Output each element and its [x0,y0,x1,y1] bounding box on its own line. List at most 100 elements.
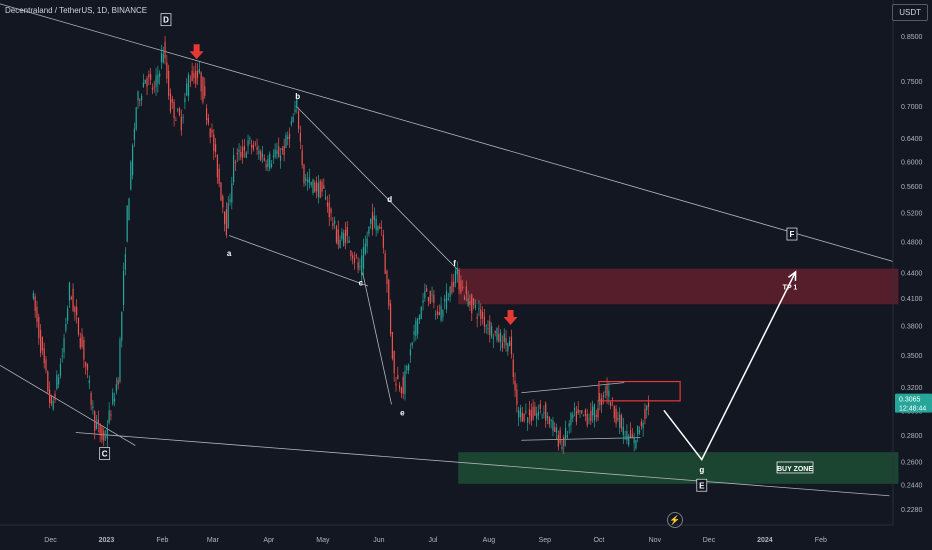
candle-body [436,311,439,315]
candle-body [182,117,184,118]
candle-body [462,287,464,289]
candle-body [256,146,258,150]
candle-body [45,359,47,371]
zone-label: BUY ZONE [777,466,813,473]
candle-body [177,109,179,111]
candle-body [47,371,49,392]
candle-body [559,430,561,444]
candle-body [281,148,283,150]
candle-body [124,253,126,270]
candle-body [350,250,352,256]
candle-body [106,428,108,439]
candle-body [142,82,145,88]
candle-body [229,199,231,202]
candle-body [496,328,498,341]
candle-body [301,150,303,165]
candle-body [353,257,356,263]
candle-body [267,158,269,167]
candle-body [548,417,550,425]
candle-body [294,109,296,112]
candle-body [233,154,235,183]
candle-body [310,182,312,185]
x-tick-label: Oct [593,537,604,544]
candle-body [81,334,83,347]
candle-body [647,402,650,407]
last-price-tag [895,393,932,413]
candle-body [90,392,92,405]
candle-body [635,439,637,449]
candle-body [379,226,381,229]
candle-body [628,435,630,445]
candle-body [583,414,585,416]
candle-body [68,282,71,301]
candle-body [487,327,489,329]
candle-body [597,407,599,418]
candle-body [339,239,341,249]
candle-body [541,414,543,416]
candle-body [492,337,495,339]
candle-body [525,411,527,413]
down-arrow-icon [503,309,518,325]
candle-body [393,350,395,374]
candle-body [557,434,559,447]
candle-body [249,138,251,140]
candle-body [449,286,451,297]
candle-body [472,298,475,305]
candle-body [306,179,309,183]
candle-body [626,431,628,441]
candle-body [633,437,635,444]
chart-title: Decentraland / TetherUS, 1D, BINANCE [5,6,148,15]
candle-body [622,426,624,436]
zone-label: TP 1 [783,284,798,291]
candles [32,36,650,455]
candle-body [521,412,523,422]
candle-body [483,316,485,327]
y-tick-label: 0.6400 [901,136,923,143]
candle-body [346,227,348,236]
wave-label-box [99,447,111,460]
candle-body [380,227,383,229]
candle-body [254,143,256,145]
candle-body [279,155,282,161]
candle-body [442,309,444,318]
zone-rect [458,268,899,305]
candle-body [400,388,403,394]
candle-body [234,162,237,163]
x-tick-label: Nov [649,537,662,544]
candle-body [95,422,98,430]
candle-body [426,288,428,292]
candle-body [581,410,583,414]
candle-body [451,281,453,293]
wave-label-box [696,478,708,492]
candle-body [577,409,579,414]
candle-body [337,229,339,245]
candle-body [173,101,175,119]
candle-body [238,149,240,152]
candle-body [117,379,119,385]
candle-body [205,108,208,121]
candle-body [413,331,415,335]
candle-body [357,262,359,270]
candle-body [131,145,134,176]
candle-body [644,408,646,420]
candle-body [77,317,80,335]
wave-label: F [790,230,795,239]
candle-body [568,423,570,427]
candle-body [171,98,173,103]
currency-button[interactable]: USDT [892,4,928,21]
candle-body [50,395,53,404]
candle-body [456,268,458,275]
candle-body [330,208,332,214]
candle-body [543,412,545,414]
candle-body [377,225,379,231]
candle-body [198,69,200,73]
candle-body [128,198,130,221]
candle-body [321,181,323,192]
lightning-icon[interactable]: ⚡ [667,512,683,528]
projection-path [663,271,797,462]
candle-body [326,202,329,207]
candle-body [527,417,529,423]
candle-body [225,209,228,236]
